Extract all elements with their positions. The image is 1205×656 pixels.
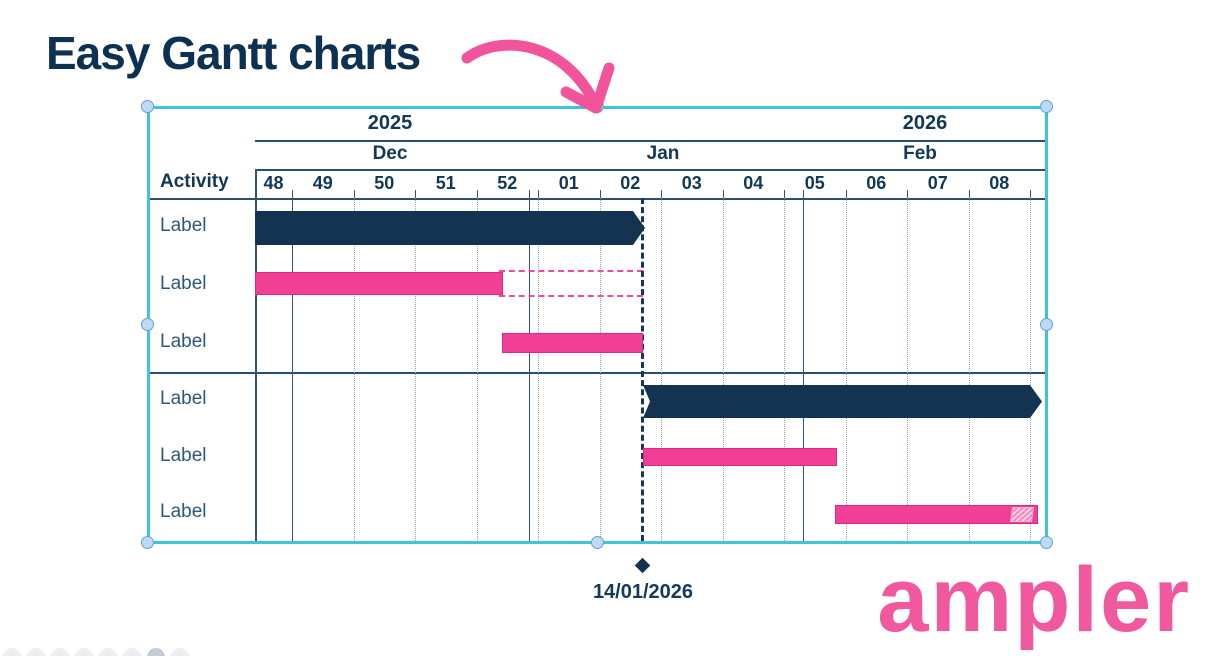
- year-label-2026: 2026: [902, 112, 948, 134]
- gantt-bar-navy-arrow: [255, 211, 645, 245]
- hand-drawn-arrow-icon: [461, 39, 615, 114]
- week-gridline: [968, 198, 970, 541]
- decorative-dot: [51, 648, 69, 656]
- week-label-06: 06: [866, 173, 887, 193]
- selection-handle[interactable]: [1040, 100, 1053, 113]
- activity-row-label: Label: [160, 215, 207, 236]
- month-tick: [529, 190, 530, 198]
- week-tick: [968, 190, 970, 198]
- selection-border: [147, 106, 1048, 544]
- month-tick: [292, 190, 293, 198]
- decorative-dot: [27, 648, 45, 656]
- week-gridline: [353, 198, 355, 541]
- activity-row-label: Label: [160, 388, 207, 409]
- week-label-05: 05: [804, 173, 825, 193]
- activity-row-label: Label: [160, 273, 207, 294]
- today-dashed-line: [641, 198, 644, 541]
- week-gridline: [784, 198, 785, 541]
- week-label-04: 04: [743, 173, 764, 193]
- month-gridline: [803, 198, 804, 541]
- month-label-Jan: Jan: [646, 143, 680, 164]
- month-gridline: [292, 198, 293, 541]
- year-row-separator-line: [255, 140, 1046, 142]
- decorative-dot: [3, 648, 21, 656]
- selection-handle[interactable]: [141, 536, 154, 549]
- activity-column-header: Activity: [160, 171, 229, 192]
- week-gridline: [599, 198, 601, 541]
- gantt-bar-pink: [502, 333, 643, 353]
- week-tick: [476, 190, 478, 198]
- activity-row-label: Label: [160, 501, 207, 522]
- month-gridline: [529, 198, 530, 541]
- week-label-50: 50: [374, 173, 395, 193]
- week-gridline: [1030, 198, 1031, 541]
- week-tick: [661, 190, 662, 198]
- week-gridline: [538, 198, 539, 541]
- week-tick: [599, 190, 601, 198]
- week-gridline: [476, 198, 478, 541]
- week-label-48: 48: [263, 173, 284, 193]
- week-gridline: [722, 198, 724, 541]
- gantt-chart-object[interactable]: Activity 2025 2026 Dec Jan Feb 48 49 50 51 52 01 02…: [147, 106, 1048, 544]
- decorative-dot: [99, 648, 117, 656]
- today-marker-diamond-icon: [634, 557, 651, 574]
- week-label-51: 51: [435, 173, 456, 193]
- week-tick: [722, 190, 724, 198]
- month-label-Dec: Dec: [372, 143, 408, 164]
- decorative-dot: [147, 648, 165, 656]
- week-gridline: [415, 198, 416, 541]
- year-label-2025: 2025: [367, 112, 413, 134]
- activity-row-label: Label: [160, 445, 207, 466]
- bar-end-texture-icon: [1009, 507, 1035, 522]
- selection-handle[interactable]: [1040, 318, 1053, 331]
- today-date-label: 14/01/2026: [592, 581, 694, 603]
- week-label-52: 52: [497, 173, 518, 193]
- week-label-07: 07: [927, 173, 948, 193]
- gantt-bar-navy-arrow: [643, 385, 1042, 418]
- week-tick: [538, 190, 539, 198]
- week-label-03: 03: [681, 173, 702, 193]
- week-gridline: [907, 198, 908, 541]
- selection-handle[interactable]: [141, 318, 154, 331]
- week-label-08: 08: [989, 173, 1010, 193]
- activity-row-label: Label: [160, 331, 207, 352]
- week-label-02: 02: [620, 173, 641, 193]
- week-tick: [1030, 190, 1031, 198]
- week-label-01: 01: [558, 173, 579, 193]
- week-gridline: [845, 198, 847, 541]
- decorative-dot: [75, 648, 93, 656]
- week-tick: [784, 190, 785, 198]
- week-gridline: [661, 198, 662, 541]
- week-tick: [415, 190, 416, 198]
- week-label-49: 49: [312, 173, 333, 193]
- page-title: Easy Gantt charts: [46, 27, 421, 79]
- week-tick: [845, 190, 847, 198]
- decorative-dot: [123, 648, 141, 656]
- week-tick: [907, 190, 908, 198]
- group-separator-line: [148, 372, 1047, 374]
- week-tick: [353, 190, 355, 198]
- activity-column-divider: [255, 169, 257, 541]
- ampler-logo: ampler: [877, 549, 1191, 651]
- month-tick: [803, 190, 804, 198]
- gantt-bar-pink: [643, 448, 837, 466]
- decorative-dot: [171, 648, 189, 656]
- selection-handle[interactable]: [1040, 536, 1053, 549]
- grid-top-line: [148, 198, 1047, 200]
- gantt-bar-pink: [255, 272, 503, 295]
- selection-handle[interactable]: [590, 536, 604, 549]
- gantt-bar-pink-dashed-outline: [499, 270, 643, 297]
- month-label-Feb: Feb: [903, 143, 937, 164]
- selection-handle[interactable]: [141, 100, 154, 113]
- month-row-separator-line: [255, 169, 1046, 171]
- gantt-bar-pink: [835, 505, 1038, 524]
